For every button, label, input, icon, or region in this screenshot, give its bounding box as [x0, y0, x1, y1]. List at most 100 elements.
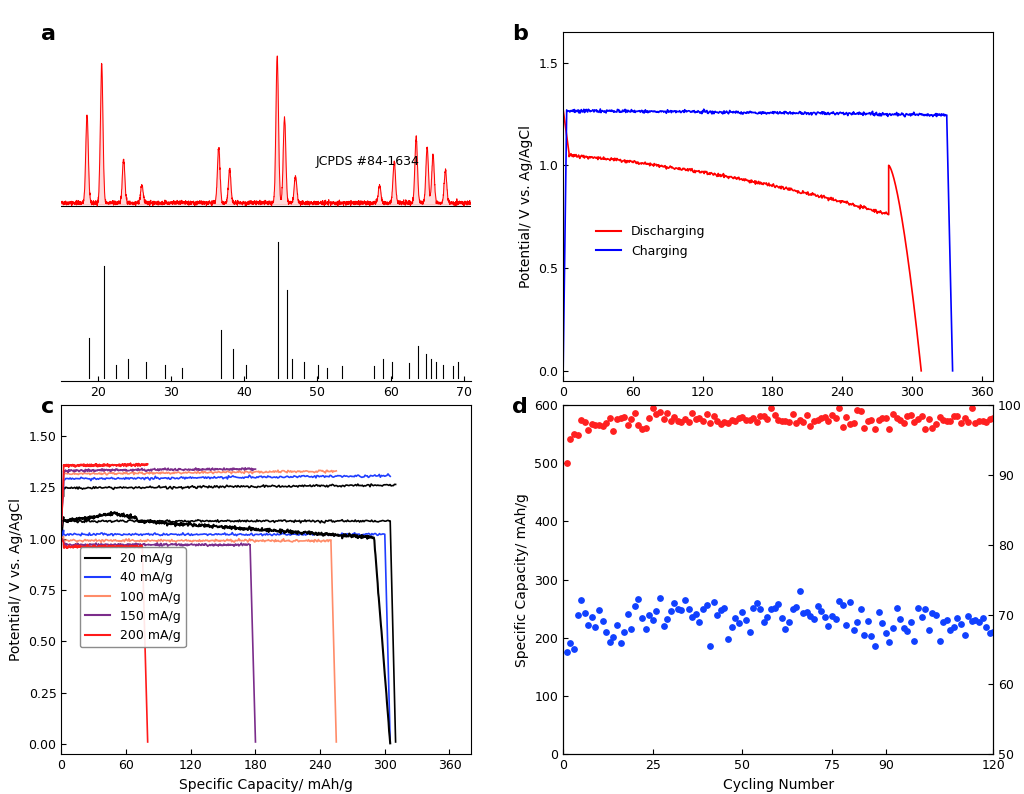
Point: [591, 603, 607, 616]
Point: [737, 614, 754, 626]
Point: [623, 413, 639, 426]
Point: [961, 610, 977, 622]
Point: [975, 611, 991, 624]
Point: [823, 610, 840, 622]
Point: [616, 626, 633, 638]
X-axis label: Specific Capacity/ mAh/g: Specific Capacity/ mAh/g: [691, 404, 865, 418]
Point: [831, 402, 848, 414]
Point: [702, 639, 719, 652]
X-axis label: Specific Capacity/ mAh/g: Specific Capacity/ mAh/g: [179, 777, 353, 792]
Point: [942, 623, 958, 636]
Point: [873, 617, 890, 630]
Point: [691, 411, 708, 424]
Point: [981, 627, 997, 640]
Point: [623, 622, 639, 635]
Point: [921, 623, 937, 636]
Point: [688, 412, 705, 425]
Point: [612, 637, 629, 649]
Y-axis label: Potential/ V vs. Ag/AgCl: Potential/ V vs. Ag/AgCl: [9, 498, 23, 661]
Point: [885, 622, 901, 634]
Point: [709, 414, 725, 427]
Point: [799, 606, 815, 619]
Point: [731, 412, 748, 425]
Point: [827, 612, 844, 625]
Point: [694, 414, 711, 427]
Point: [734, 605, 751, 618]
Point: [788, 416, 805, 429]
Point: [559, 646, 575, 658]
Point: [899, 625, 915, 638]
Point: [598, 626, 614, 638]
Point: [698, 599, 715, 611]
Point: [645, 613, 662, 626]
Point: [694, 603, 711, 615]
Point: [717, 601, 733, 614]
Point: [659, 407, 676, 419]
Point: [602, 412, 618, 425]
X-axis label: 2θ/ Degree: 2θ/ Degree: [227, 404, 305, 418]
Point: [803, 420, 819, 433]
Point: [573, 413, 590, 426]
Point: [598, 416, 614, 429]
Point: [648, 604, 665, 617]
Point: [634, 422, 650, 435]
Point: [584, 611, 600, 623]
Point: [620, 418, 636, 431]
Point: [932, 634, 948, 647]
Point: [763, 603, 779, 615]
Point: [763, 402, 779, 414]
Point: [856, 629, 872, 642]
Point: [817, 611, 834, 623]
Point: [745, 602, 762, 615]
Text: d: d: [512, 397, 528, 417]
Point: [906, 635, 923, 648]
Point: [608, 619, 625, 632]
Point: [906, 415, 923, 428]
Point: [859, 615, 876, 628]
Point: [971, 414, 987, 427]
Point: [792, 585, 808, 598]
Y-axis label: Potential/ V vs. Ag/AgCl: Potential/ V vs. Ag/AgCl: [519, 125, 532, 288]
Point: [777, 414, 794, 427]
X-axis label: Cycling Number: Cycling Number: [723, 777, 834, 792]
Point: [756, 615, 772, 628]
Point: [723, 414, 739, 427]
Point: [803, 610, 819, 622]
Point: [680, 603, 696, 615]
Point: [985, 626, 1001, 638]
Point: [866, 423, 883, 436]
Point: [620, 607, 636, 620]
Point: [713, 418, 729, 430]
Point: [878, 412, 894, 425]
Point: [684, 407, 700, 420]
Point: [956, 412, 973, 425]
Y-axis label: Specific Capacity/ mAh/g: Specific Capacity/ mAh/g: [515, 493, 528, 666]
Point: [895, 417, 911, 430]
Point: [713, 603, 729, 616]
Point: [909, 601, 926, 614]
Text: a: a: [41, 24, 56, 44]
Point: [702, 417, 719, 430]
Point: [594, 420, 610, 433]
Point: [820, 619, 837, 632]
Point: [655, 620, 672, 633]
Point: [975, 414, 991, 427]
Point: [928, 418, 944, 430]
Point: [921, 413, 937, 426]
Point: [734, 410, 751, 423]
Point: [602, 636, 618, 649]
Point: [784, 408, 801, 421]
Point: [709, 609, 725, 622]
Point: [612, 412, 629, 425]
Point: [918, 422, 934, 435]
Point: [971, 616, 987, 629]
Point: [780, 615, 797, 628]
Point: [806, 414, 822, 427]
Point: [756, 409, 772, 422]
Point: [863, 630, 880, 643]
Point: [909, 413, 926, 426]
Point: [956, 629, 973, 642]
Point: [645, 402, 662, 414]
Point: [659, 612, 676, 625]
Point: [817, 411, 834, 424]
